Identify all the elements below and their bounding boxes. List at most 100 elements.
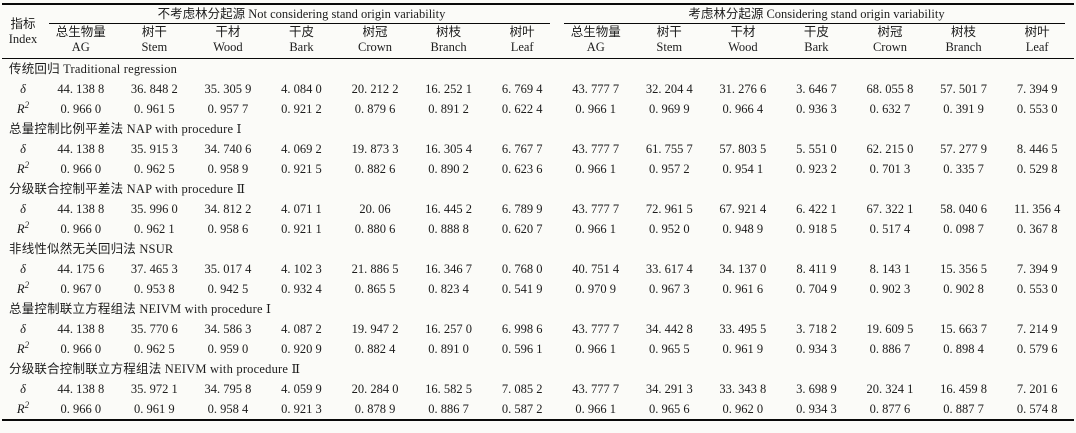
- r2-value-cell: 0. 962 0: [722, 402, 764, 416]
- delta-value-cell: 33. 617 4: [645, 262, 693, 276]
- r2-value-cell: 0. 969 9: [648, 102, 690, 116]
- delta-value-cell: 4. 087 2: [281, 322, 322, 336]
- delta-value-cell: 4. 102 3: [281, 262, 322, 276]
- r2-value-cell: 0. 966 1: [575, 222, 617, 236]
- delta-value-cell: 4. 059 9: [281, 382, 322, 396]
- delta-value-cell: 6. 422 1: [796, 202, 837, 216]
- col-header-leaf-g2: 树叶 Leaf: [1000, 24, 1074, 59]
- delta-value-cell: 4. 071 1: [281, 202, 322, 216]
- delta-value-cell: 19. 947 2: [351, 322, 399, 336]
- r2-value-cell: 0. 961 9: [722, 342, 764, 356]
- r2-value-cell: 0. 958 9: [207, 162, 249, 176]
- r2-value-cell: 0. 823 4: [428, 282, 469, 296]
- r2-value-cell: 0. 936 3: [796, 102, 837, 116]
- r2-value-cell: 0. 942 5: [207, 282, 249, 296]
- delta-value-cell: 44. 175 6: [57, 262, 105, 276]
- r2-row-label: R2: [16, 159, 30, 176]
- delta-value-cell: 67. 921 4: [719, 202, 767, 216]
- method-section-row: 分级联合控制平差法 NAP with procedure Ⅱ: [2, 179, 1074, 199]
- r2-value-cell: 0. 965 5: [648, 342, 690, 356]
- r2-value-cell: 0. 932 4: [281, 282, 322, 296]
- r2-value-cell: 0. 596 1: [501, 342, 543, 356]
- delta-value-cell: 3. 698 9: [796, 382, 837, 396]
- r2-value-cell: 0. 966 0: [60, 342, 102, 356]
- delta-value-cell: 16. 459 8: [940, 382, 987, 396]
- r2-value-cell: 0. 965 6: [648, 402, 690, 416]
- delta-value-cell: 16. 346 7: [425, 262, 473, 276]
- delta-value-cell: 33. 343 8: [719, 382, 767, 396]
- r2-value-cell: 0. 541 9: [501, 282, 543, 296]
- r2-value-cell: 0. 890 2: [428, 162, 469, 176]
- delta-value-cell: 6. 767 7: [501, 142, 543, 156]
- r2-row-label: R2: [16, 99, 30, 116]
- r2-value-cell: 0. 921 2: [281, 102, 322, 116]
- method-section-row: 分级联合控制联立方程组法 NEIVM with procedure Ⅱ: [2, 359, 1074, 379]
- method-section-row: 总量控制比例平差法 NAP with procedure Ⅰ: [2, 119, 1074, 139]
- delta-value-cell: 32. 204 4: [645, 82, 693, 96]
- delta-value-cell: 35. 915 3: [130, 142, 178, 156]
- col-header-bark-g1: 干皮 Bark: [264, 24, 339, 59]
- r2-value-cell: 0. 966 1: [575, 162, 617, 176]
- col-header-crown-g1: 树冠 Crown: [338, 24, 412, 59]
- method-section-row: 非线性似然无关回归法 NSUR: [2, 239, 1074, 259]
- r2-value-cell: 0. 952 0: [648, 222, 690, 236]
- r2-value-cell: 0. 920 9: [281, 342, 322, 356]
- r2-value-cell: 0. 962 5: [134, 342, 175, 356]
- r2-value-cell: 0. 966 1: [575, 102, 617, 116]
- delta-value-cell: 0. 768 0: [501, 262, 543, 276]
- delta-row-label: δ: [20, 142, 26, 156]
- method-section-title: 总量控制比例平差法 NAP with procedure Ⅰ: [9, 122, 242, 136]
- r2-value-cell: 0. 579 6: [1016, 342, 1058, 356]
- delta-value-cell: 8. 143 1: [869, 262, 911, 276]
- delta-value-cell: 62. 215 0: [866, 142, 914, 156]
- table-body: 传统回归 Traditional regression δ 44. 138 8 36.…: [2, 59, 1074, 419]
- r2-value-cell: 0. 880 6: [354, 222, 396, 236]
- r2-value-cell: 0. 923 2: [796, 162, 837, 176]
- r2-value-cell: 0. 966 1: [575, 342, 617, 356]
- r2-value-cell: 0. 622 4: [501, 102, 543, 116]
- r2-value-cell: 0. 961 6: [722, 282, 764, 296]
- delta-value-cell: 7. 394 9: [1016, 262, 1058, 276]
- col-header-stem-g2: 树干 Stem: [632, 24, 707, 59]
- r2-value-cell: 0. 886 7: [428, 402, 469, 416]
- r2-value-cell: 0. 902 8: [943, 282, 984, 296]
- r2-row: R2 0. 966 0 0. 961 5 0. 957 7 0. 921 2 0. 879…: [2, 99, 1074, 119]
- delta-value-cell: 6. 998 6: [501, 322, 543, 336]
- r2-value-cell: 0. 967 0: [60, 282, 102, 296]
- r2-row-label: R2: [16, 279, 30, 296]
- col-header-wood-g1: 干材 Wood: [191, 24, 265, 59]
- col-header-branch-g1: 树枝 Branch: [411, 24, 486, 59]
- r2-value-cell: 0. 967 3: [648, 282, 690, 296]
- delta-row: δ 44. 138 8 35. 996 0 34. 812 2 4. 071 1 20. …: [2, 199, 1074, 219]
- col-header-wood-g2: 干材 Wood: [706, 24, 780, 59]
- r2-value-cell: 0. 898 4: [943, 342, 984, 356]
- delta-row-label: δ: [20, 202, 26, 216]
- r2-value-cell: 0. 887 7: [943, 402, 984, 416]
- r2-value-cell: 0. 704 9: [796, 282, 837, 296]
- r2-value-cell: 0. 891 2: [428, 102, 469, 116]
- r2-value-cell: 0. 877 6: [869, 402, 911, 416]
- delta-value-cell: 68. 055 8: [866, 82, 914, 96]
- delta-value-cell: 16. 445 2: [425, 202, 473, 216]
- delta-value-cell: 67. 322 1: [866, 202, 914, 216]
- method-section-title: 总量控制联立方程组法 NEIVM with procedure Ⅰ: [9, 302, 272, 316]
- delta-row-label: δ: [20, 382, 26, 396]
- delta-value-cell: 20. 06: [359, 202, 391, 216]
- r2-value-cell: 0. 918 5: [796, 222, 837, 236]
- delta-value-cell: 35. 972 1: [130, 382, 178, 396]
- delta-row: δ 44. 138 8 35. 915 3 34. 740 6 4. 069 2 19. …: [2, 139, 1074, 159]
- r2-value-cell: 0. 957 2: [648, 162, 690, 176]
- method-section-row: 传统回归 Traditional regression: [2, 59, 1074, 79]
- delta-value-cell: 35. 996 0: [130, 202, 178, 216]
- r2-value-cell: 0. 391 9: [943, 102, 984, 116]
- r2-value-cell: 0. 553 0: [1016, 102, 1058, 116]
- delta-value-cell: 3. 646 7: [796, 82, 837, 96]
- biomass-method-comparison-table: 指标 Index 不考虑林分起源 Not considering stand o…: [2, 3, 1074, 421]
- col-header-bark-g2: 干皮 Bark: [779, 24, 854, 59]
- r2-row-label: R2: [16, 339, 30, 356]
- delta-value-cell: 4. 084 0: [281, 82, 322, 96]
- delta-value-cell: 20. 324 1: [866, 382, 914, 396]
- r2-value-cell: 0. 961 5: [134, 102, 175, 116]
- r2-value-cell: 0. 966 4: [722, 102, 764, 116]
- delta-value-cell: 43. 777 7: [572, 82, 620, 96]
